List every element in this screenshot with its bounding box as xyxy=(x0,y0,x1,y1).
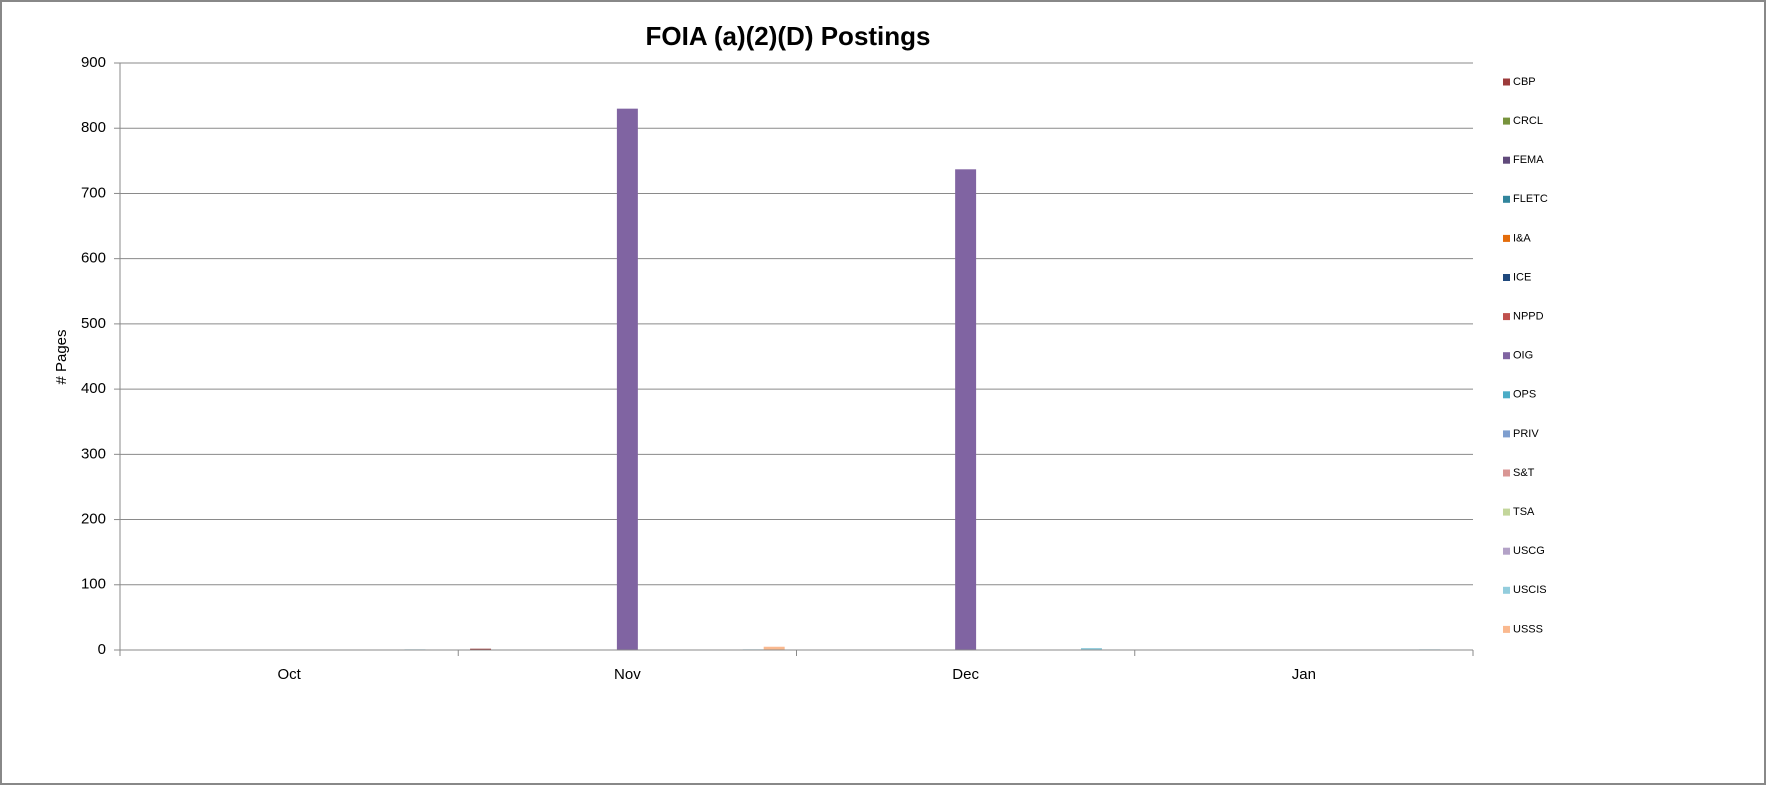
legend-swatch xyxy=(1503,117,1510,125)
bar xyxy=(955,169,977,650)
legend-swatch xyxy=(1503,586,1510,594)
chart-title: FOIA (a)(2)(D) Postings xyxy=(645,21,930,51)
y-tick-label: 100 xyxy=(81,576,106,593)
legend-label: FLETC xyxy=(1513,193,1548,205)
y-tick-label: 900 xyxy=(81,54,106,71)
y-tick-label: 300 xyxy=(81,445,106,462)
y-tick-label: 400 xyxy=(81,380,106,397)
y-tick-label: 700 xyxy=(81,184,106,201)
legend-label: USCG xyxy=(1513,545,1545,557)
legend-swatch xyxy=(1503,625,1510,633)
legend-swatch xyxy=(1503,313,1510,321)
legend-swatch xyxy=(1503,234,1510,242)
bar xyxy=(1080,648,1102,650)
y-tick-label: 0 xyxy=(98,641,106,658)
x-tick-label: Oct xyxy=(277,666,301,683)
y-tick-label: 500 xyxy=(81,315,106,332)
bar xyxy=(616,108,638,650)
legend-label: FEMA xyxy=(1513,154,1544,166)
legend-label: I&A xyxy=(1513,232,1531,244)
legend-swatch xyxy=(1503,195,1510,203)
legend-label: USSS xyxy=(1513,623,1543,635)
legend-swatch xyxy=(1503,391,1510,399)
legend-label: S&T xyxy=(1513,467,1535,479)
legend-label: USCIS xyxy=(1513,584,1547,596)
legend-label: PRIV xyxy=(1513,428,1539,440)
legend-label: NPPD xyxy=(1513,311,1544,323)
y-tick-label: 800 xyxy=(81,119,106,136)
legend-label: OPS xyxy=(1513,389,1536,401)
bar xyxy=(763,646,785,650)
legend-label: CBP xyxy=(1513,76,1536,88)
legend-label: TSA xyxy=(1513,506,1535,518)
legend-label: CRCL xyxy=(1513,115,1543,127)
x-tick-label: Dec xyxy=(952,666,979,683)
y-axis-label: # Pages xyxy=(53,329,70,384)
legend-swatch xyxy=(1503,352,1510,360)
x-tick-label: Jan xyxy=(1292,666,1316,683)
legend-swatch xyxy=(1503,430,1510,438)
legend-swatch xyxy=(1503,508,1510,516)
legend-swatch xyxy=(1503,274,1510,281)
legend-swatch xyxy=(1503,78,1510,86)
legend-swatch xyxy=(1503,469,1510,477)
bar xyxy=(470,648,492,650)
legend-swatch xyxy=(1503,156,1510,164)
legend-swatch xyxy=(1503,547,1510,555)
x-tick-label: Nov xyxy=(614,666,641,683)
y-tick-label: 200 xyxy=(81,511,106,528)
legend-label: ICE xyxy=(1513,271,1531,283)
legend-label: OIG xyxy=(1513,350,1533,362)
y-tick-label: 600 xyxy=(81,250,106,267)
